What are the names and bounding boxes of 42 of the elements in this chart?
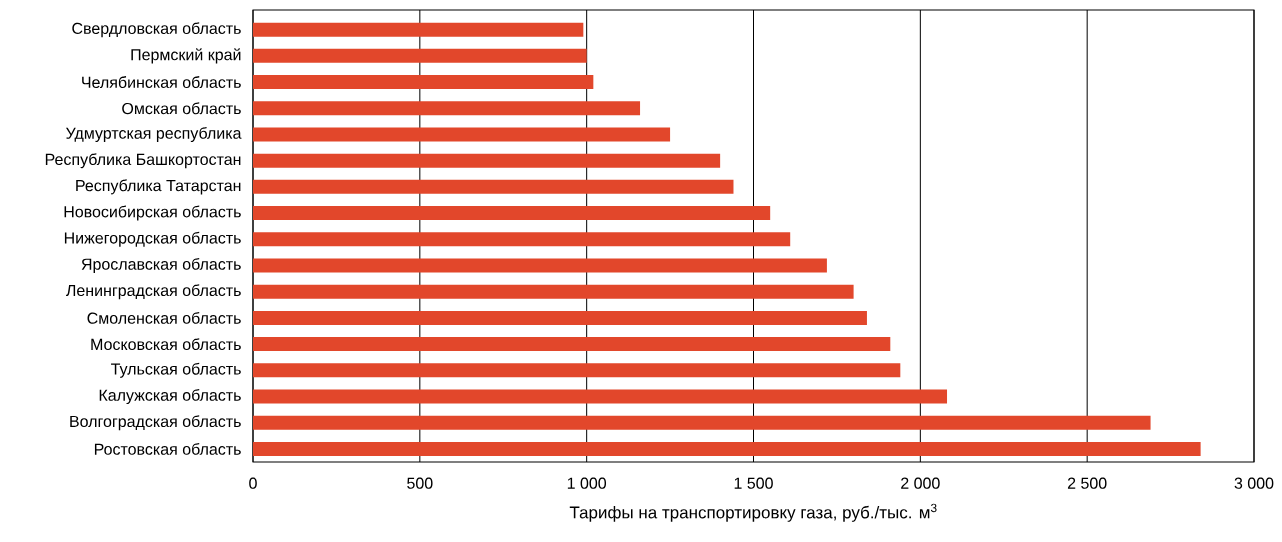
y-tick-label: Смоленская область [87, 311, 241, 324]
y-tick-label: Омская область [122, 102, 241, 115]
bar [253, 284, 854, 299]
x-tick-label: 500 [407, 477, 433, 489]
x-tick-label: 2 500 [1067, 477, 1107, 489]
y-tick-label: Республика Башкортостан [45, 153, 241, 169]
y-tick-label: Свердловская область [72, 22, 241, 38]
y-tick-label: Московская область [91, 338, 241, 351]
y-tick-label: Челябинская область [82, 76, 241, 89]
bar [253, 22, 584, 37]
x-tick-label: 2 000 [901, 477, 940, 489]
bar [253, 48, 587, 63]
bar [253, 441, 1201, 456]
y-tick-label: Ростовская область [94, 442, 241, 455]
y-tick-label: Волгоградская область [70, 415, 241, 431]
y-tick-label: Республика Татарстан [76, 179, 241, 195]
bar [253, 415, 1151, 430]
x-tick-label: 0 [249, 477, 257, 489]
x-axis-title: Тарифы на транспортировку газа, руб./тыс. м$^{3}$ [569, 503, 937, 522]
y-tick-label: Нижегородская область [64, 231, 241, 247]
bar [253, 363, 901, 378]
bar [253, 101, 641, 116]
bar [253, 337, 891, 352]
x-tick-label: 1 500 [734, 477, 773, 489]
bar [253, 127, 671, 142]
y-tick-label: Новосибирская область [64, 205, 241, 221]
bar [253, 206, 771, 221]
y-tick-label: Калужская область [99, 388, 241, 405]
y-tick-label: Тульская область [111, 362, 241, 378]
bar [253, 179, 734, 194]
x-tick-label: 3 000 [1234, 477, 1274, 489]
y-tick-label: Пермский край [131, 48, 241, 64]
bar [253, 258, 827, 273]
x-tick-label: 1 000 [567, 477, 607, 489]
bar [253, 310, 867, 325]
bar [253, 153, 721, 168]
y-tick-label: Удмуртская республика [65, 126, 242, 142]
y-tick-label: Ленинградская область [66, 284, 241, 300]
bar [253, 232, 791, 247]
bar [253, 75, 594, 90]
bar [253, 389, 948, 404]
y-tick-label: Ярославская область [81, 257, 241, 274]
